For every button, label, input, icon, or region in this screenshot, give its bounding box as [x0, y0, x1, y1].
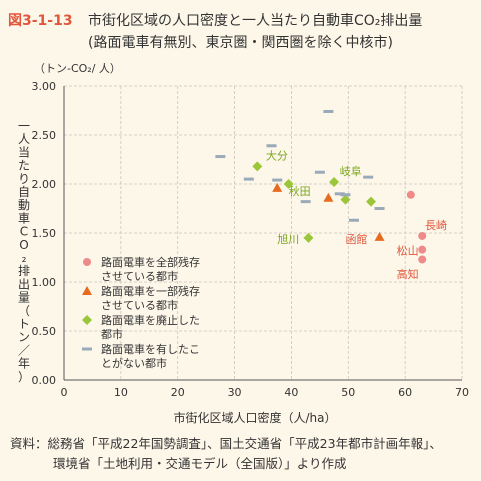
- scatter-chart: 0.00 0.50 1.00 1.50 2.00 2.50 3.00 0 10 20 30 40 50…: [18, 62, 470, 425]
- y-unit-label: （トン-CO₂/ 人）: [34, 62, 121, 75]
- data-point-circle: [406, 190, 415, 199]
- y-label-char: 出: [18, 277, 30, 291]
- data-point-triangle: [272, 182, 283, 192]
- y-label-char: 年: [18, 357, 30, 371]
- data-point-dash: [314, 170, 325, 174]
- point-label: 松山: [397, 244, 419, 258]
- data-point-dash: [363, 175, 374, 179]
- x-tick-label: 20: [171, 386, 185, 399]
- data-point-dash: [340, 193, 351, 197]
- x-tick-label: 30: [228, 386, 242, 399]
- x-tick-label: 40: [284, 386, 298, 399]
- source-line-2: 環境省「土地利用・交通モデル（全国版）」より作成: [53, 456, 347, 471]
- y-label-char: り: [18, 172, 30, 186]
- chart-title: 市街化区域の人口密度と一人当たり自動車CO₂排出量: [88, 13, 423, 29]
- x-tick-label: 50: [341, 386, 355, 399]
- legend-marker-triangle: [82, 286, 92, 295]
- y-tick-label: 0.50: [32, 325, 57, 338]
- y-label-char: ₂: [22, 251, 27, 265]
- data-point-diamond: [340, 194, 351, 205]
- x-tick-label: 10: [114, 386, 128, 399]
- point-label: 函館: [345, 232, 367, 246]
- data-point-triangle: [323, 192, 334, 202]
- data-point-dash: [334, 192, 345, 196]
- y-label-char: 一: [18, 119, 30, 133]
- legend-label-cont: とがない都市: [101, 356, 167, 370]
- y-tick-label: 2.50: [32, 129, 57, 142]
- x-tick-label: 70: [455, 386, 469, 399]
- legend-label-cont: させている都市: [101, 298, 178, 312]
- y-label-char: ）: [18, 370, 30, 384]
- y-label-char: （: [18, 304, 30, 318]
- chart-subtitle: (路面電車有無別、東京圏・関西圏を除く中核市): [88, 35, 393, 51]
- data-point-diamond: [283, 179, 294, 189]
- source-note: 資料：総務省「平成22年国勢調査」、国土交通省「平成23年都市計画年報」、 環境…: [10, 434, 475, 474]
- y-label-char: 当: [18, 145, 30, 159]
- legend-label: 路面電車を有したこ: [101, 342, 200, 356]
- y-label-char: 人: [18, 132, 30, 146]
- y-label-char: ／: [18, 343, 30, 357]
- data-point-diamond: [329, 177, 340, 188]
- x-tick-label: 0: [61, 386, 68, 399]
- y-tick-label: 3.00: [32, 80, 57, 93]
- point-label: 秋田: [289, 184, 311, 198]
- data-point-dash: [300, 200, 311, 204]
- data-point-dash: [323, 109, 334, 113]
- point-label: 大分: [266, 149, 288, 163]
- y-tick-labels: 0.00 0.50 1.00 1.50 2.00 2.50 3.00: [32, 80, 57, 387]
- y-tick-label: 1.50: [32, 227, 57, 240]
- y-tick-label: 1.00: [32, 276, 57, 289]
- y-label-char: 排: [18, 264, 30, 278]
- data-point-triangle: [374, 231, 385, 241]
- legend-marker-diamond: [82, 315, 92, 325]
- y-label-char: ト: [18, 317, 30, 331]
- y-label-char: C: [20, 225, 28, 239]
- legend-label: 路面電車を廃止した: [101, 313, 200, 327]
- legend-label-cont: させている都市: [101, 269, 178, 283]
- source-label: 資料：: [10, 436, 48, 451]
- y-axis-label: 一人当たり自動車 C O ₂ 排出量（トン／年）: [18, 119, 30, 384]
- legend-marker-dash: [82, 347, 92, 351]
- x-axis-label: 市街化区域人口密度（人/ha）: [173, 410, 336, 425]
- data-point-dash: [266, 144, 277, 148]
- y-label-char: 動: [18, 198, 30, 212]
- axes: [63, 86, 462, 381]
- source-line-1: 総務省「平成22年国勢調査」、国土交通省「平成23年都市計画年報」、: [47, 436, 442, 451]
- data-point-dash: [272, 178, 283, 182]
- y-label-char: 量: [18, 291, 30, 305]
- point-label: 長崎: [425, 218, 447, 232]
- data-points: [215, 109, 427, 264]
- data-point-dash: [374, 207, 385, 210]
- data-point-dash: [243, 177, 254, 181]
- data-point-circle: [418, 231, 427, 240]
- legend-label-cont: 都市: [101, 327, 123, 341]
- y-label-char: た: [18, 159, 30, 173]
- point-label: 岐阜: [340, 165, 362, 178]
- legend-label: 路面電車を全部残存: [101, 255, 200, 269]
- x-tick-label: 60: [398, 386, 412, 399]
- y-label-char: O: [19, 238, 28, 252]
- data-point-circle: [418, 255, 427, 264]
- x-tick-labels: 0 10 20 30 40 50 60 70: [61, 386, 470, 399]
- figure-label: 図3-1-13: [8, 13, 73, 29]
- data-point-diamond: [366, 196, 377, 207]
- legend: 路面電車を全部残存させている都市路面電車を一部残存させている都市路面電車を廃止し…: [82, 255, 200, 370]
- data-point-diamond: [303, 232, 314, 243]
- data-point-dash: [348, 218, 359, 222]
- y-label-char: 車: [18, 211, 30, 225]
- legend-marker-circle: [83, 258, 91, 266]
- data-point-dash: [215, 155, 226, 159]
- y-label-char: 自: [18, 185, 30, 199]
- gridlines: [64, 85, 463, 380]
- y-tick-label: 2.00: [32, 178, 57, 191]
- data-point-diamond: [252, 161, 263, 172]
- legend-label: 路面電車を一部残存: [101, 284, 200, 298]
- point-label: 旭川: [277, 232, 299, 246]
- y-tick-label: 0.00: [32, 374, 57, 387]
- y-label-char: ン: [18, 330, 30, 344]
- data-point-circle: [418, 245, 427, 254]
- point-label: 高知: [397, 267, 419, 281]
